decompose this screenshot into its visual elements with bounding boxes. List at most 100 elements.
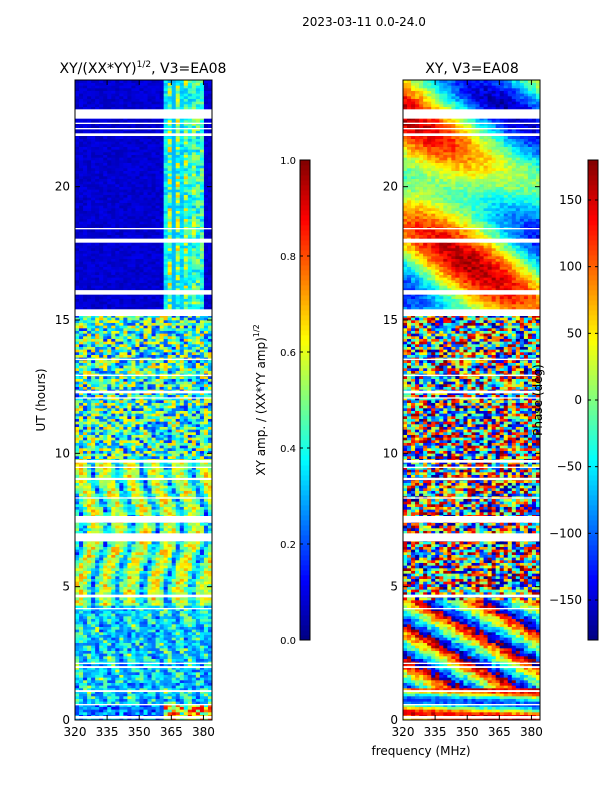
heatmap-cell: [139, 474, 144, 478]
heatmap-cell: [191, 552, 197, 555]
heatmap-cell: [123, 416, 128, 419]
heatmap-cell: [139, 338, 144, 342]
heatmap-cell: [179, 680, 185, 683]
heatmap-cell: [83, 360, 88, 363]
heatmap-cell: [83, 640, 88, 643]
heatmap-cell: [139, 333, 144, 337]
heatmap-cell: [151, 346, 156, 350]
heatmap-cell: [79, 530, 84, 534]
heatmap-cell: [183, 392, 189, 395]
heatmap-cell: [147, 370, 152, 374]
heatmap-cell: [131, 584, 136, 587]
heatmap-cell: [195, 338, 201, 342]
heatmap-cell: [163, 693, 168, 697]
heatmap-cell: [87, 328, 92, 331]
heatmap-cell: [183, 341, 189, 345]
heatmap-cell: [103, 688, 108, 691]
heatmap-cell: [83, 706, 88, 710]
heatmap-cell: [147, 610, 152, 614]
heatmap-cell: [187, 440, 193, 443]
heatmap-cell: [179, 584, 185, 587]
heatmap-cell: [115, 528, 120, 531]
heatmap-cell: [187, 405, 193, 409]
heatmap-cell: [83, 688, 88, 691]
heatmap-cell: [159, 709, 164, 713]
heatmap-cell: [163, 338, 168, 342]
heatmap-cell: [199, 557, 205, 561]
heatmap-cell: [103, 682, 108, 686]
heatmap-cell: [175, 701, 181, 705]
heatmap-cell: [207, 421, 213, 425]
heatmap-cell: [207, 344, 213, 347]
heatmap-cell: [191, 466, 197, 470]
heatmap-cell: [91, 448, 96, 451]
heatmap-cell: [171, 344, 177, 347]
heatmap-cell: [199, 530, 205, 534]
heatmap-cell: [207, 360, 213, 363]
heatmap-cell: [163, 650, 168, 654]
heatmap-cell: [187, 360, 193, 363]
heatmap-cell: [119, 378, 124, 382]
heatmap-cell: [119, 698, 124, 702]
heatmap-cell: [195, 693, 201, 697]
heatmap-cell: [171, 498, 177, 502]
heatmap-cell: [171, 333, 177, 337]
heatmap-cell: [191, 456, 197, 459]
heatmap-cell: [183, 592, 189, 595]
heatmap-cell: [115, 712, 120, 715]
heatmap-cell: [183, 573, 189, 577]
heatmap-cell: [91, 432, 96, 435]
heatmap-cell: [199, 352, 205, 355]
heatmap-cell: [95, 504, 100, 507]
heatmap-cell: [119, 653, 124, 657]
heatmap-cell: [75, 698, 80, 702]
heatmap-cell: [183, 472, 189, 475]
heatmap-cell: [155, 429, 160, 433]
heatmap-cell: [123, 576, 128, 579]
heatmap-cell: [131, 506, 136, 510]
heatmap-cell: [95, 562, 100, 566]
heatmap-cell: [203, 669, 209, 673]
heatmap-cell: [179, 480, 185, 483]
heatmap-cell: [91, 349, 96, 353]
heatmap-cell: [75, 688, 80, 691]
heatmap-cell: [127, 333, 132, 337]
heatmap-cell: [95, 394, 100, 398]
heatmap-cell: [115, 554, 120, 558]
heatmap-cell: [87, 565, 92, 569]
heatmap-cell: [107, 362, 112, 366]
heatmap-cell: [179, 645, 185, 649]
heatmap-cell: [183, 693, 189, 697]
heatmap-cell: [175, 549, 181, 553]
heatmap-cell: [195, 578, 201, 582]
heatmap-cell: [143, 706, 148, 710]
heatmap-cell: [135, 600, 140, 603]
heatmap-cell: [203, 648, 209, 651]
heatmap-cell: [187, 626, 193, 630]
heatmap-cell: [91, 597, 96, 601]
heatmap-cell: [87, 621, 92, 625]
heatmap-cell: [171, 616, 177, 619]
heatmap-cell: [175, 501, 181, 505]
heatmap-cell: [123, 690, 128, 694]
heatmap-cell: [87, 493, 92, 497]
heatmap-cell: [95, 584, 100, 587]
heatmap-cell: [183, 368, 189, 371]
heatmap-cell: [147, 541, 152, 545]
heatmap-cell: [199, 424, 205, 427]
heatmap-cell: [91, 717, 96, 721]
heatmap-cell: [163, 522, 168, 526]
heatmap-cell: [187, 456, 193, 459]
heatmap-cell: [151, 560, 156, 563]
heatmap-cell: [151, 704, 156, 707]
heatmap-cell: [103, 602, 108, 606]
heatmap-cell: [79, 424, 84, 427]
heatmap-cell: [183, 397, 189, 401]
heatmap-cell: [83, 592, 88, 595]
heatmap-cell: [195, 610, 201, 614]
heatmap-cell: [87, 354, 92, 358]
heatmap-cell: [83, 410, 88, 414]
heatmap-cell: [195, 341, 201, 345]
heatmap-cell: [131, 501, 136, 505]
heatmap-cell: [171, 645, 177, 649]
